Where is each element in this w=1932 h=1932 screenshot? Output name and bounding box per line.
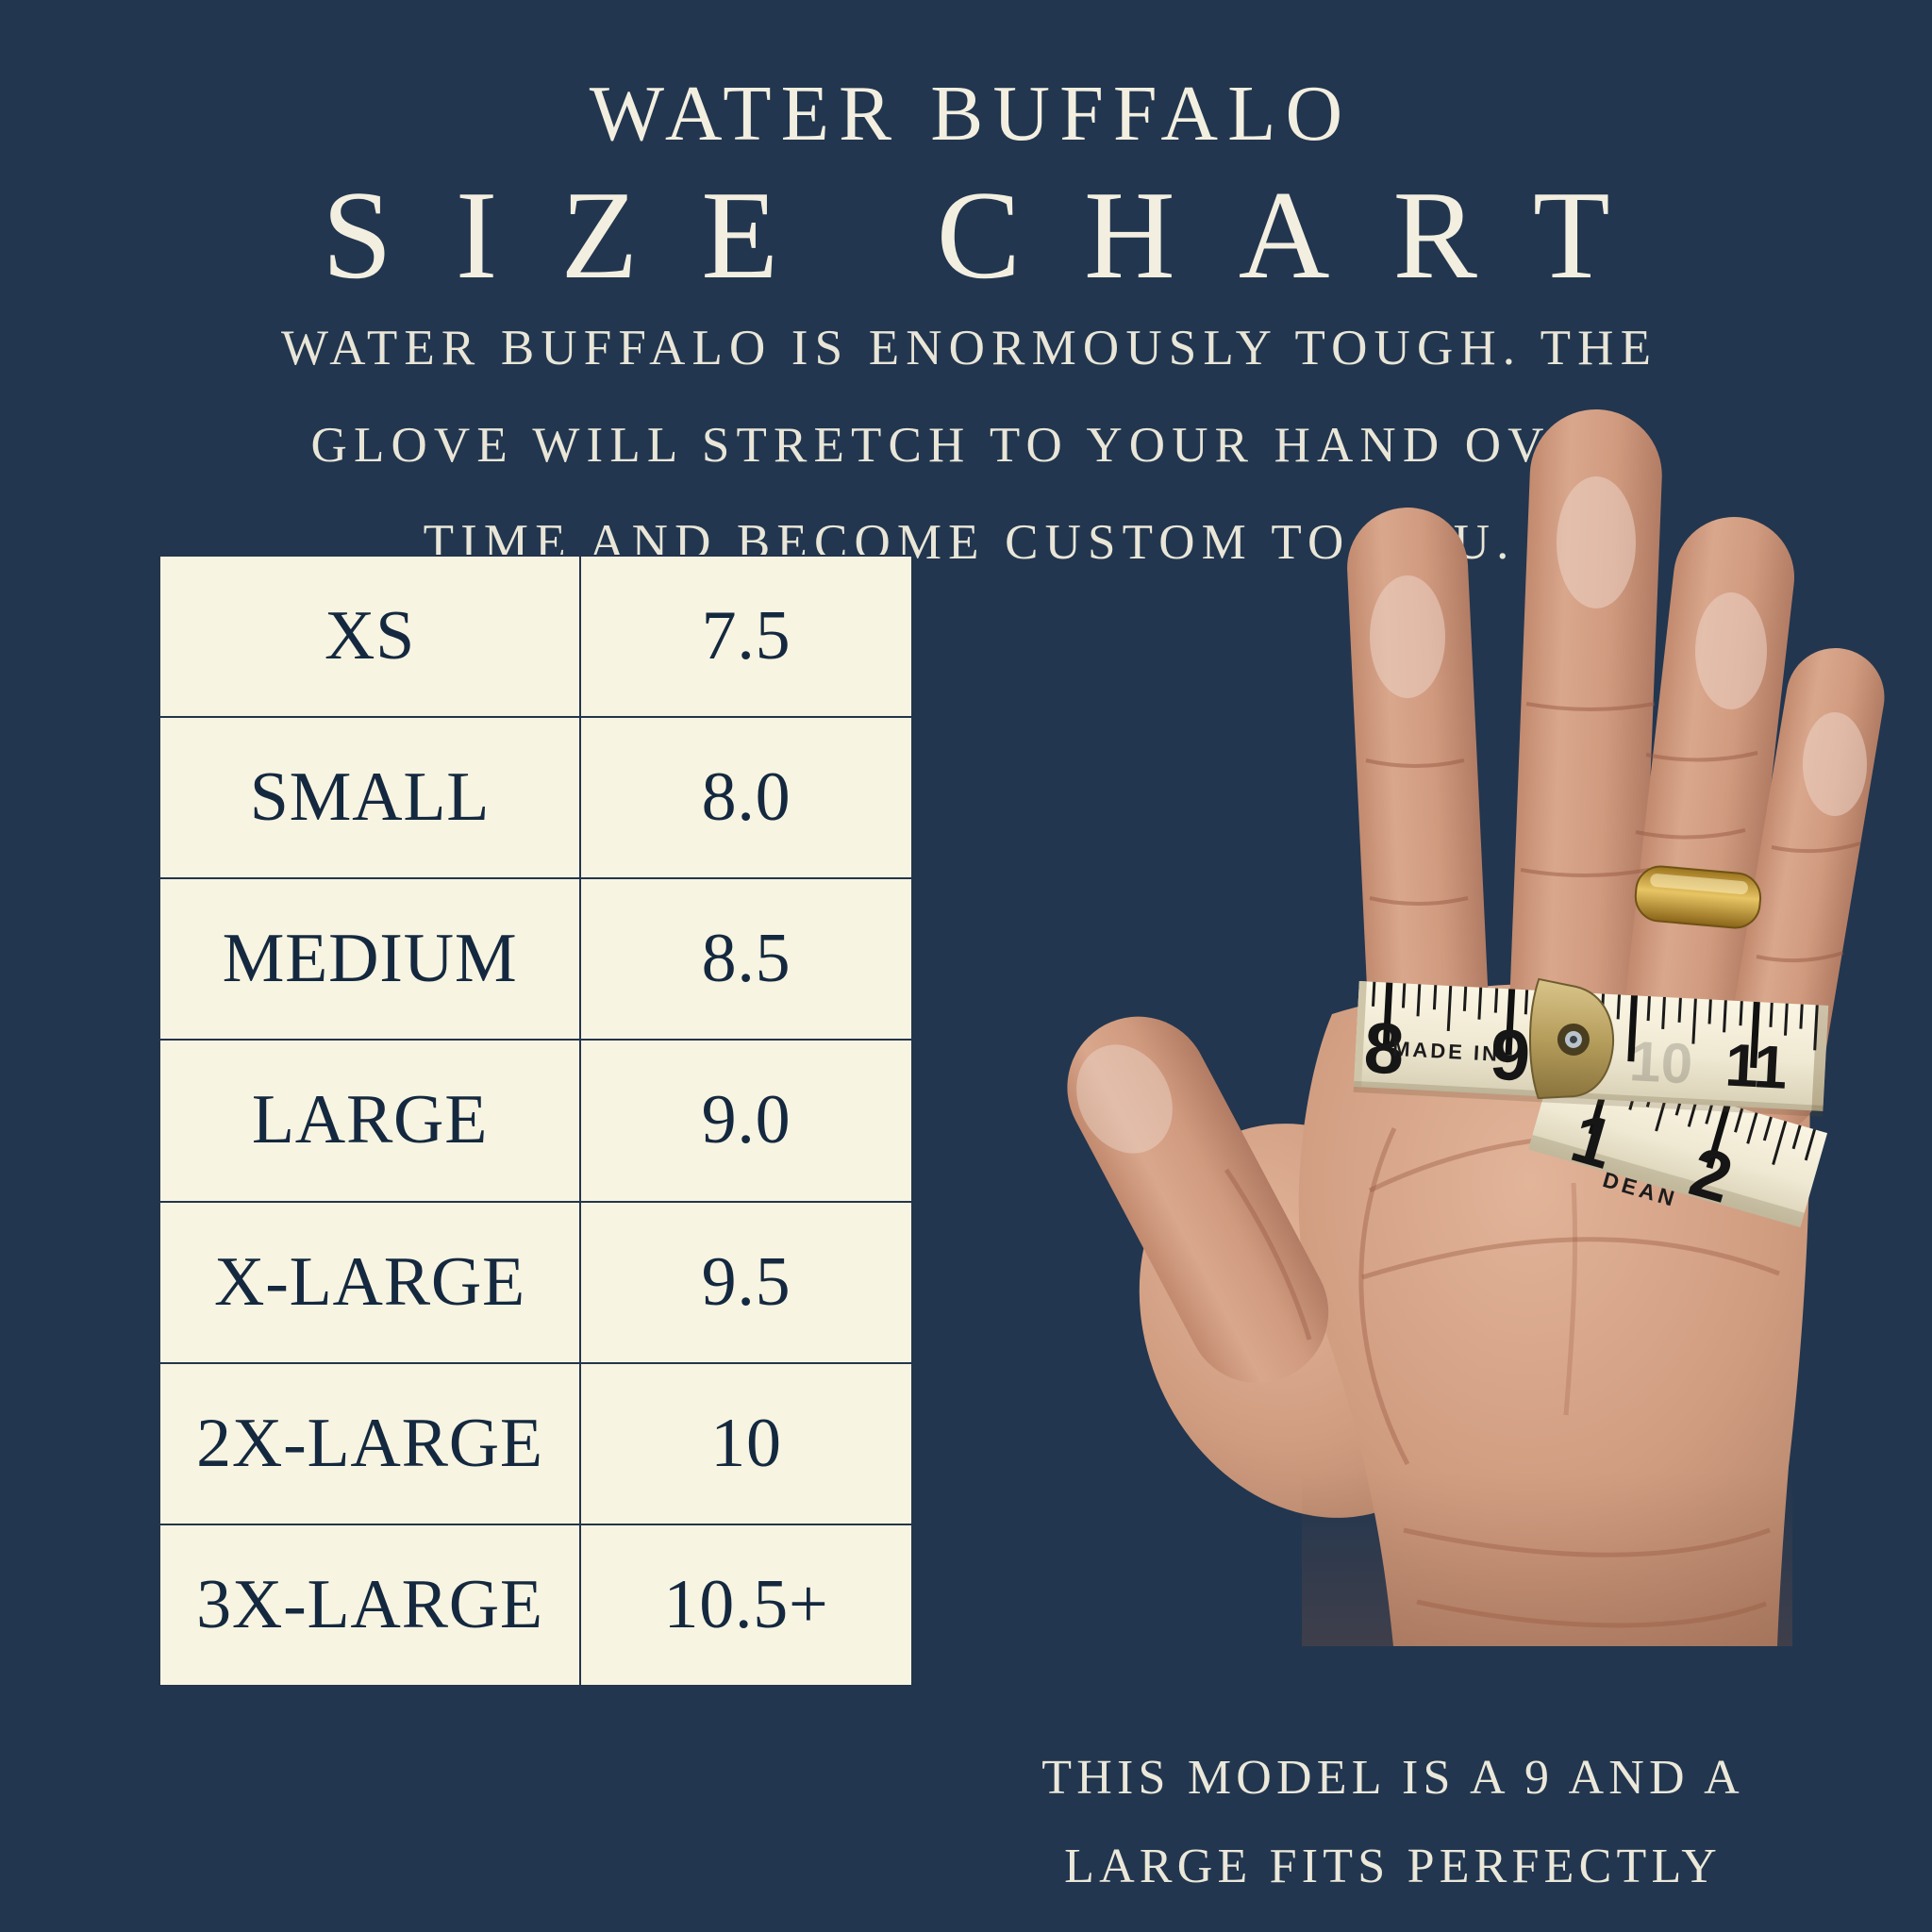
description-line: GLOVE WILL STRETCH TO YOUR HAND OVER: [310, 418, 1628, 473]
tape-number-11: 11: [1724, 1030, 1788, 1101]
size-value-cell: 9.5: [581, 1202, 911, 1362]
caption-line: THIS MODEL IS A 9 AND A: [1041, 1751, 1744, 1805]
tape-number-8: 8: [1362, 1008, 1407, 1090]
size-value-cell: 8.5: [581, 879, 911, 1040]
size-value-cell: 10: [581, 1363, 911, 1524]
size-label-cell: 3X-LARGE: [160, 1524, 579, 1685]
wrist-shading: [1302, 1472, 1792, 1646]
size-label-cell: MEDIUM: [160, 879, 579, 1040]
description-line: WATER BUFFALO IS ENORMOUSLY TOUGH. THE: [280, 321, 1658, 375]
tape-clasp: [1528, 977, 1615, 1100]
tape-made-in-label: MADE IN: [1392, 1037, 1501, 1066]
size-label-cell: 2X-LARGE: [160, 1363, 579, 1524]
page-subtitle: SIZE CHART: [322, 165, 1674, 305]
size-label-cell: SMALL: [160, 718, 579, 878]
tape-number-9: 9: [1489, 1014, 1533, 1096]
photo-caption: THIS MODEL IS A 9 AND A LARGE FITS PERFE…: [849, 1734, 1932, 1911]
description: WATER BUFFALO IS ENORMOUSLY TOUGH. THE G…: [0, 300, 1932, 591]
size-value-cell: 9.0: [581, 1041, 911, 1201]
size-label-cell: LARGE: [160, 1041, 579, 1201]
size-value-cell: 10.5+: [581, 1524, 911, 1685]
page-title: WATER BUFFALO: [589, 70, 1353, 158]
size-value-cell: 8.0: [581, 718, 911, 878]
size-value-cell: 7.5: [581, 557, 911, 717]
thumb: [1067, 1016, 1329, 1384]
tape-number-10-faint: 10: [1628, 1029, 1694, 1095]
hand-photo: 1 DEAN 2 8 MADE IN 9 10 11: [1067, 408, 1885, 1646]
size-label-cell: X-LARGE: [160, 1202, 579, 1362]
gold-ring: [1634, 865, 1762, 929]
caption-line: LARGE FITS PERFECTLY: [1064, 1840, 1723, 1893]
measuring-tape-main-band: 8 MADE IN 9 10 11: [1353, 977, 1829, 1117]
size-label-cell: XS: [160, 557, 579, 717]
thumb-tip-highlight: [1076, 1044, 1173, 1154]
size-table: XS 7.5 SMALL 8.0 MEDIUM 8.5 LARGE 9.0 X-…: [158, 555, 913, 1687]
finger-creases: [1365, 702, 1861, 963]
